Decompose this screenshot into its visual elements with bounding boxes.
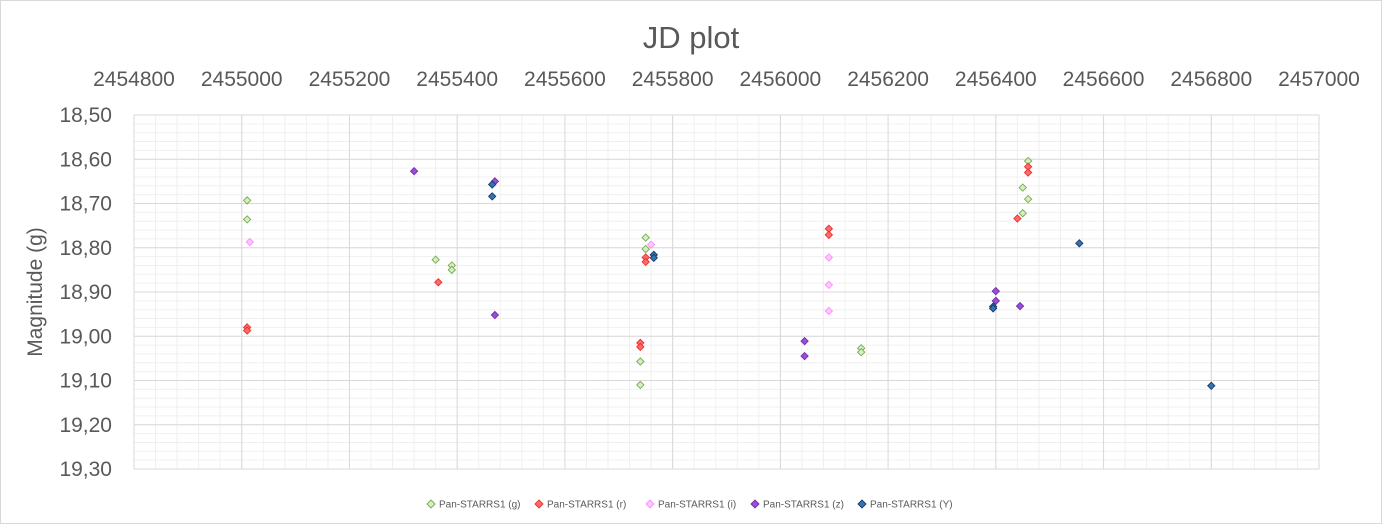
legend-label: Pan-STARRS1 (Y) [870, 500, 953, 511]
series-2 [242, 162, 1033, 352]
data-point [824, 280, 834, 290]
y-tick-label: 19,20 [59, 414, 112, 437]
series-3 [245, 237, 834, 316]
data-point [1018, 183, 1027, 192]
y-axis-title: Magnitude (g) [24, 227, 47, 357]
legend-item: Pan-STARRS1 (Y) [857, 499, 953, 511]
legend-marker [426, 499, 436, 509]
data-point [447, 265, 457, 275]
x-tick-label: 2455800 [632, 68, 714, 91]
legend-marker [534, 499, 544, 509]
legend-item: Pan-STARRS1 (r) [534, 499, 626, 511]
data-point [431, 255, 440, 264]
data-point [636, 380, 645, 390]
data-point [1018, 208, 1027, 218]
data-point [434, 278, 443, 287]
data-point [1023, 168, 1033, 177]
x-tick-label: 2455200 [309, 68, 391, 91]
data-point [487, 180, 497, 189]
legend-item: Pan-STARRS1 (z) [750, 499, 844, 511]
y-tick-label: 19,30 [59, 458, 112, 481]
data-point [800, 351, 809, 361]
series-5 [487, 180, 1216, 391]
data-point [646, 240, 656, 249]
data-point [1023, 194, 1033, 204]
legend-marker [857, 499, 867, 509]
y-tick-label: 19,00 [59, 325, 112, 348]
data-point [641, 257, 650, 267]
x-tick-label: 2456600 [1063, 68, 1145, 91]
y-tick-label: 18,50 [59, 104, 112, 127]
y-tick-labels: 18,50 18,60 18,70 18,80 18,90 19,00 19,10 19,20… [59, 104, 112, 481]
data-point [824, 230, 834, 240]
data-point [991, 286, 1001, 296]
data-point [641, 233, 650, 242]
data-points [242, 156, 1216, 391]
data-point [649, 253, 659, 263]
legend-item: Pan-STARRS1 (g) [426, 499, 521, 511]
data-point [242, 326, 252, 335]
data-point [824, 253, 834, 262]
series-1 [242, 156, 1033, 390]
series-4 [409, 166, 1025, 361]
major-gridlines [133, 114, 1320, 470]
data-point [1015, 301, 1025, 311]
x-tick-label: 2456000 [739, 68, 821, 91]
data-point [641, 244, 650, 254]
y-tick-label: 18,80 [59, 237, 112, 260]
legend-label: Pan-STARRS1 (i) [658, 500, 736, 511]
data-point [636, 342, 645, 352]
y-tick-label: 18,70 [59, 193, 112, 216]
data-point [245, 237, 255, 247]
y-tick-label: 18,60 [59, 148, 112, 171]
y-tick-label: 19,10 [59, 370, 112, 393]
x-tick-label: 2455600 [524, 68, 606, 91]
data-point [636, 357, 645, 366]
data-point [800, 336, 809, 346]
legend-marker [645, 499, 655, 509]
legend: Pan-STARRS1 (g) Pan-STARRS1 (r) Pan-STARRS… [426, 499, 953, 511]
data-point [856, 347, 866, 357]
data-point [490, 310, 500, 320]
x-tick-label: 2457000 [1278, 68, 1360, 91]
x-tick-label: 2454800 [93, 68, 175, 91]
x-tick-labels: 2454800 2455000 2455200 2455400 2455600 24558… [93, 68, 1360, 91]
data-point [824, 306, 834, 316]
legend-marker [750, 499, 760, 509]
x-tick-label: 2455400 [416, 68, 498, 91]
legend-label: Pan-STARRS1 (z) [763, 500, 844, 511]
data-point [487, 192, 497, 201]
data-point [1207, 381, 1216, 391]
data-point [242, 196, 252, 205]
data-point [991, 296, 1001, 306]
data-point [988, 304, 998, 313]
x-tick-label: 2456200 [847, 68, 929, 91]
legend-label: Pan-STARRS1 (g) [439, 500, 521, 511]
x-tick-label: 2455000 [201, 68, 283, 91]
data-point [1013, 214, 1022, 223]
data-point [242, 215, 252, 224]
x-tick-label: 2456800 [1170, 68, 1252, 91]
data-point [409, 166, 419, 176]
data-point [1075, 239, 1084, 248]
legend-label: Pan-STARRS1 (r) [547, 500, 626, 511]
legend-item: Pan-STARRS1 (i) [645, 499, 736, 511]
y-tick-label: 18,90 [59, 281, 112, 304]
x-tick-label: 2456400 [955, 68, 1037, 91]
chart-title: JD plot [642, 20, 740, 55]
